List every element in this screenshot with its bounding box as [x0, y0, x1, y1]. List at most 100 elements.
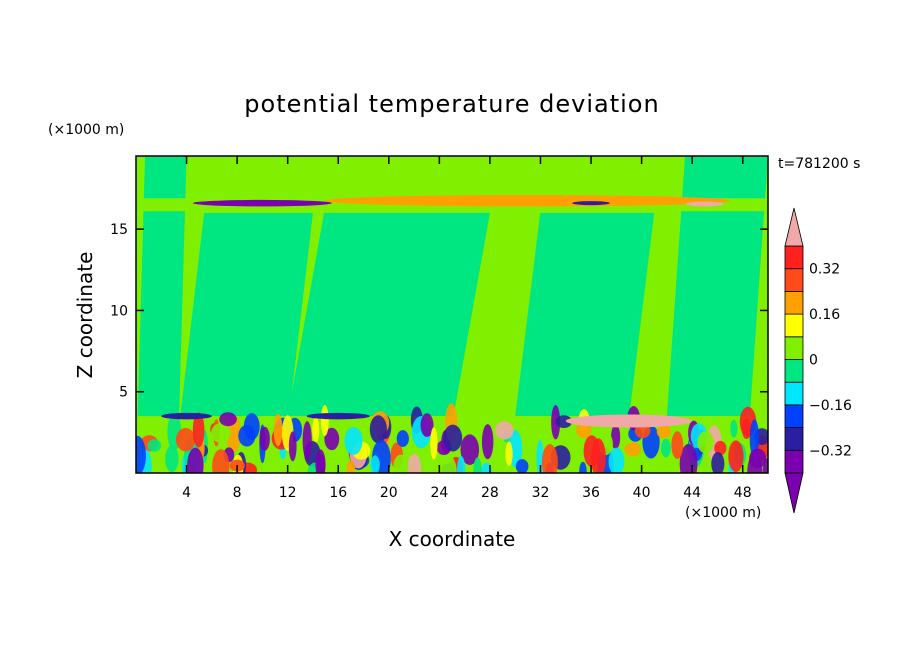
turbulence-cell [212, 449, 230, 473]
colorbar-swatch [784, 268, 804, 292]
x-tick-label: 16 [329, 485, 347, 501]
turbulence-cell [762, 458, 768, 473]
turbulence-cell [192, 412, 205, 448]
y-axis: 5 10 15 [110, 222, 768, 401]
turbulence-cell [219, 412, 237, 427]
turbulence-cell [473, 457, 482, 473]
colorbar-swatch [784, 427, 804, 451]
turbulence-cell [714, 440, 727, 456]
x-tick-label: 4 [182, 485, 191, 501]
colorbar-swatch [784, 336, 804, 360]
turbulence-cell [288, 431, 297, 462]
region-6 [136, 156, 187, 473]
turbulence-cell [661, 438, 671, 458]
x-tick-label: 20 [380, 485, 398, 501]
y-tick-label: 5 [119, 385, 128, 401]
colorbar: 0.32 0.16 0 −0.16 −0.32 [784, 207, 852, 514]
turbulence-cell [430, 427, 438, 460]
turbulence-cell [579, 461, 587, 473]
colorbar-label: −0.16 [809, 398, 852, 414]
blob-3 [325, 195, 731, 207]
colorbar-label: 0 [809, 353, 818, 369]
x-tick-label: 12 [279, 485, 297, 501]
x-axis-label: X coordinate [389, 527, 516, 551]
colorbar-swatch [784, 313, 804, 338]
turbulence-cell [187, 447, 204, 473]
turbulence-cell [273, 413, 283, 447]
turbulence-cell [541, 444, 558, 473]
turbulence-cell [407, 453, 422, 473]
turbulence-cell [396, 430, 409, 448]
turbulence-cell [697, 431, 714, 454]
colorbar-swatch [784, 290, 804, 315]
region-9 [515, 212, 655, 417]
colorbar-swatch [784, 449, 804, 474]
colorbar-label: 0.16 [809, 307, 840, 323]
x-tick-label: 28 [481, 485, 499, 501]
turbulence-cell [324, 427, 340, 451]
turbulence-cell [505, 441, 513, 467]
turbulence-cell [515, 459, 529, 473]
x-tick-label: 48 [734, 485, 752, 501]
colorbar-swatch [784, 359, 804, 383]
turbulence-cell [369, 415, 387, 444]
turbulence-cell [481, 424, 494, 460]
x-tick-label: 36 [582, 485, 600, 501]
turbulence-cell [175, 428, 196, 452]
colorbar-under-arrow [784, 472, 804, 514]
x-tick-label: 32 [532, 485, 550, 501]
turbulence-cell [370, 455, 380, 473]
turbulence-cell [344, 426, 363, 455]
turbulence-cell [315, 449, 326, 473]
y-tick-label: 15 [110, 222, 128, 238]
turbulence-cell [147, 439, 162, 452]
turbulence-cell [443, 424, 463, 452]
turbulence-cell [259, 426, 270, 451]
blob-11 [306, 412, 370, 420]
turbulence-cell [440, 455, 457, 473]
turbulence-cell [611, 424, 621, 450]
turbulence-cell [575, 422, 592, 439]
plot-frame [135, 155, 769, 474]
colorbar-swatch [784, 404, 804, 428]
colorbar-swatch [784, 245, 804, 270]
blob-5 [685, 201, 724, 207]
blob-13 [565, 414, 693, 428]
turbulence-cell [302, 421, 312, 460]
turbulence-cell [420, 413, 434, 438]
turbulence-cell [393, 454, 409, 473]
y-axis-label: Z coordinate [73, 252, 97, 379]
x-tick-label: 40 [633, 485, 651, 501]
chart-title: potential temperature deviation [244, 90, 659, 118]
turbulence-cell [136, 435, 146, 473]
turbulence-cell [741, 418, 752, 440]
turbulence-cell [456, 455, 466, 473]
blob-2 [192, 199, 332, 207]
turbulence-cell [730, 419, 738, 438]
x-axis: 4 8 12 16 20 24 28 32 36 40 44 48 [182, 156, 752, 501]
turbulence-cell [312, 416, 320, 443]
turbulence-cell [749, 419, 760, 458]
turbulence-cell [210, 423, 231, 443]
x-units-label: (×1000 m) [685, 505, 761, 521]
blob-12 [161, 412, 212, 420]
turbulence-cell [555, 415, 573, 428]
turbulence-cell [243, 413, 260, 441]
x-tick-label: 44 [683, 485, 701, 501]
blob-4 [572, 201, 610, 206]
turbulence-cell [656, 425, 672, 439]
y-units-label: (×1000 m) [48, 122, 124, 138]
region-8 [287, 212, 490, 417]
colorbar-swatch [784, 381, 804, 406]
turbulence-cell [165, 445, 179, 473]
turbulence-cell [679, 443, 698, 473]
turbulence-cell [590, 438, 606, 473]
region-7 [180, 212, 313, 417]
turbulence-cell [346, 460, 356, 473]
x-tick-label: 24 [430, 485, 448, 501]
boundary-layer-turbulence [136, 403, 768, 473]
turbulence-cell [749, 448, 767, 469]
region-10 [666, 156, 768, 417]
turbulence-cell [324, 450, 339, 469]
